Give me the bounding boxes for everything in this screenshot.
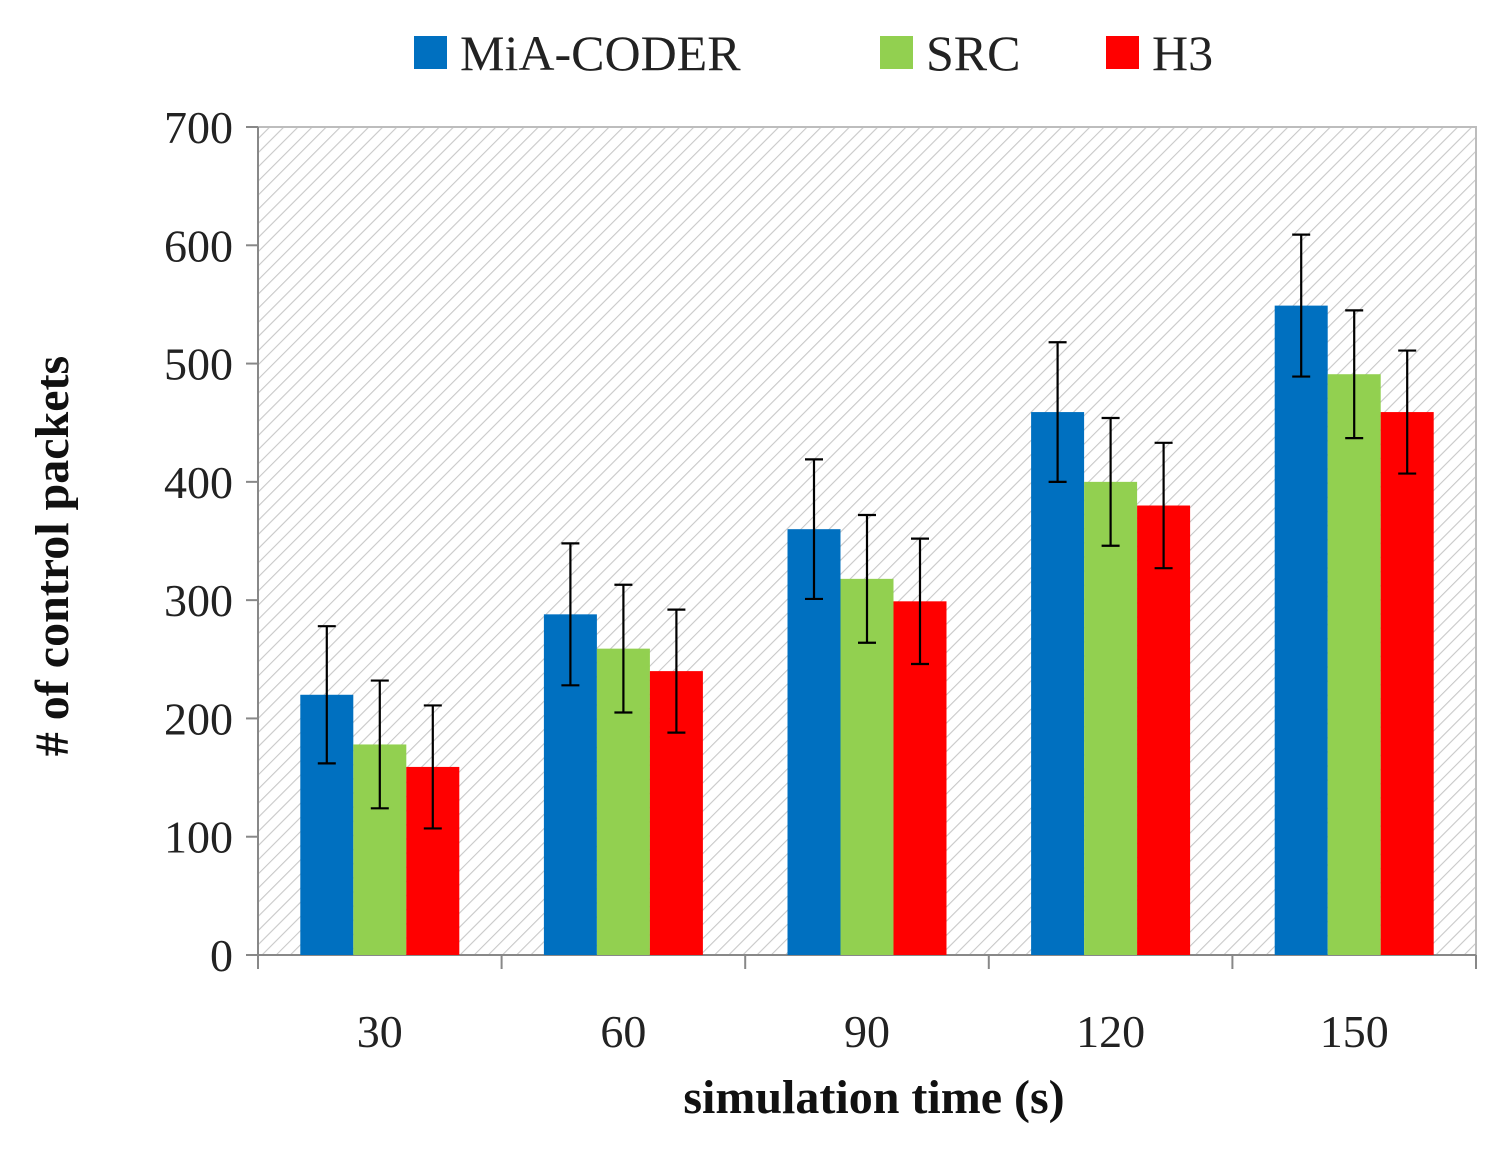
error-bar xyxy=(1048,341,1067,483)
bar-mia-coder-90 xyxy=(787,529,841,955)
x-tick-label: 60 xyxy=(600,1006,646,1057)
legend-swatch-mia-coder xyxy=(414,36,447,69)
bar-mia-coder-120 xyxy=(1031,412,1085,955)
error-bar xyxy=(423,704,442,830)
x-tick-label: 30 xyxy=(357,1006,403,1057)
error-bar xyxy=(1345,309,1364,440)
error-bar xyxy=(1154,441,1173,570)
error-bar xyxy=(1398,349,1417,475)
x-tick-label: 150 xyxy=(1320,1006,1389,1057)
error-bar xyxy=(911,537,929,666)
x-axis: 30 60 90 120 150 xyxy=(257,954,1477,1057)
error-bar xyxy=(317,625,336,765)
error-bar xyxy=(858,513,876,644)
y-tick-label: 400 xyxy=(164,457,233,508)
error-bar xyxy=(1101,416,1120,547)
error-bar xyxy=(1292,233,1311,378)
x-tick-label: 90 xyxy=(844,1006,890,1057)
legend-swatch-h3 xyxy=(1106,36,1139,69)
y-tick-label: 600 xyxy=(164,220,233,271)
legend-swatch-src xyxy=(880,36,913,69)
legend-label-mia-coder: MiA-CODER xyxy=(460,25,741,81)
legend: MiA-CODER SRC H3 xyxy=(414,25,1213,81)
error-bar xyxy=(614,583,633,714)
x-tick-label: 120 xyxy=(1076,1006,1145,1057)
error-bar xyxy=(805,458,823,601)
bar-src-150 xyxy=(1327,374,1381,955)
legend-label-h3: H3 xyxy=(1152,25,1213,81)
y-tick-label: 0 xyxy=(210,930,233,981)
bar-mia-coder-150 xyxy=(1274,305,1328,955)
y-axis: 0 100 200 300 400 500 600 700 xyxy=(164,102,259,981)
error-bar xyxy=(370,679,389,810)
y-tick-label: 200 xyxy=(164,693,233,744)
legend-label-src: SRC xyxy=(926,25,1021,81)
error-bars-group xyxy=(317,233,1417,830)
y-axis-title: # of control packets xyxy=(26,356,79,756)
bar-h3-150 xyxy=(1380,412,1434,955)
bar-src-120 xyxy=(1084,481,1138,955)
error-bar xyxy=(561,542,580,687)
y-tick-label: 500 xyxy=(164,339,233,390)
bar-h3-120 xyxy=(1137,505,1191,955)
y-tick-label: 700 xyxy=(164,102,233,153)
y-tick-label: 100 xyxy=(164,812,233,863)
y-tick-label: 300 xyxy=(164,575,233,626)
error-bar xyxy=(667,608,686,734)
x-axis-title: simulation time (s) xyxy=(683,1071,1064,1124)
